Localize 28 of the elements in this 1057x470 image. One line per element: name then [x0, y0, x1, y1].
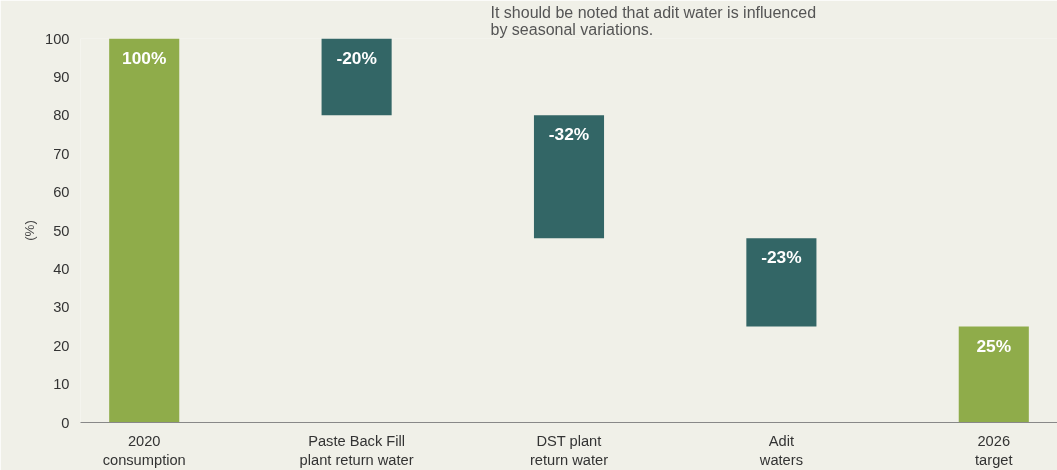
x-tick-label: 2020 consumption [102, 432, 186, 468]
data-label: -23% [761, 247, 802, 268]
y-axis-title: (%) [22, 220, 38, 241]
y-tick-label: 90 [53, 68, 70, 85]
bar [958, 326, 1029, 423]
data-label: 100% [122, 47, 167, 68]
x-tick-label: 2026 target [975, 432, 1013, 468]
bar [109, 38, 180, 423]
x-tick-label: Paste Back Fill plant return water [299, 432, 414, 468]
y-tick-label: 40 [53, 260, 70, 277]
bar [533, 115, 605, 239]
x-tick-label: DST plant return water [529, 432, 609, 468]
y-tick-label: 50 [53, 222, 70, 239]
text: It should be noted that adit water is influenced by seasonal variations. [490, 3, 817, 38]
bar [746, 238, 817, 327]
y-tick-label: 80 [53, 107, 70, 124]
y-tick-label: 10 [53, 376, 70, 393]
y-tick-label: 70 [53, 145, 70, 162]
data-label: 25% [976, 335, 1012, 356]
bar [321, 38, 392, 116]
y-tick-label: 60 [53, 184, 70, 201]
data-label: -32% [548, 124, 590, 145]
y-tick-label: 30 [53, 299, 70, 316]
y-tick-label: 100 [45, 30, 70, 47]
data-label: -20% [336, 47, 377, 68]
y-tick-label: 20 [53, 337, 70, 354]
y-tick-label: 0 [61, 414, 70, 431]
x-tick-label: Adit waters [758, 432, 803, 468]
